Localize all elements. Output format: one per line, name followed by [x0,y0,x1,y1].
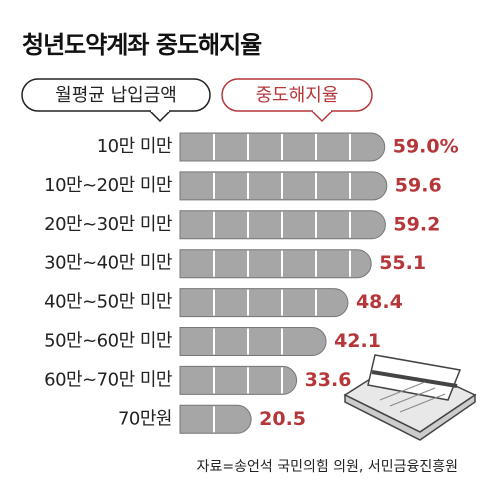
bar [179,171,388,201]
category-label: 70만원 [118,408,172,429]
category-header-pointer [149,110,171,123]
card-illustration [343,354,477,441]
category-label: 10만~20만 미만 [44,175,172,196]
value-header-pointer [311,110,333,123]
value-label: 20.5 [259,408,306,430]
value-header: 중도해지율 [256,85,339,106]
value-label: 33.6 [305,369,352,391]
value-label: 59.0% [393,136,459,158]
value-label: 59.6 [395,174,442,196]
category-header: 월평균 납입금액 [55,85,177,106]
category-label: 60만~70만 미만 [44,369,172,390]
value-label: 42.1 [334,330,381,352]
category-label: 40만~50만 미만 [44,292,172,313]
value-label: 55.1 [379,252,426,274]
category-label: 10만 미만 [97,136,172,157]
bar [179,249,372,279]
chart-title: 청년도약계좌 중도해지율 [22,31,262,59]
value-header-box [221,78,373,112]
source: 자료=송언석 국민의힘 의원, 서민금융진흥원 [197,459,458,475]
category-label: 20만~30만 미만 [44,214,172,235]
category-label: 30만~40만 미만 [44,253,172,274]
bar [179,288,349,318]
bar [179,365,298,395]
value-label: 59.2 [393,213,440,235]
value-label: 48.4 [356,291,403,313]
category-label: 50만~60만 미만 [44,331,172,352]
bar [179,404,252,434]
bar [179,327,327,356]
category-header-box [21,78,211,112]
